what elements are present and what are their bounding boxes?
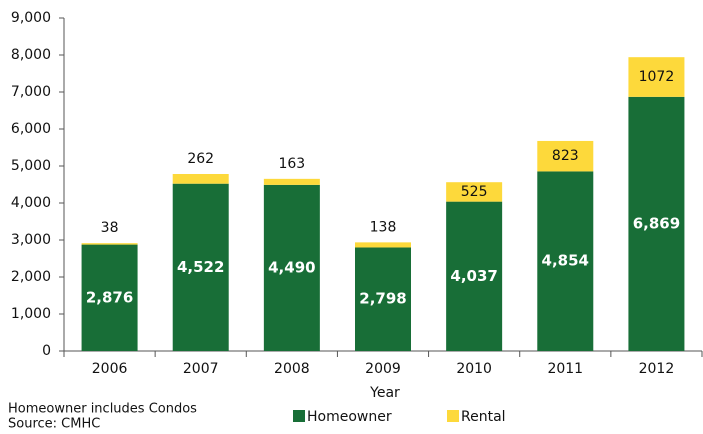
value-label: 4,037	[450, 267, 497, 285]
value-label: 38	[101, 220, 119, 236]
x-tick-label: 2007	[183, 361, 219, 377]
y-tick-label: 3,000	[11, 232, 51, 248]
bar-segment	[355, 247, 411, 351]
value-label: 4,522	[177, 258, 224, 276]
x-tick-label: 2006	[92, 361, 128, 377]
legend-swatch	[293, 410, 305, 422]
bar-segment	[446, 182, 503, 202]
value-label: 4,854	[542, 252, 589, 270]
value-label: 138	[370, 219, 397, 235]
x-tick-label: 2008	[274, 361, 310, 377]
legend-label: Homeowner	[307, 409, 392, 425]
x-axis-label: Year	[369, 385, 400, 401]
bar-segment	[628, 96, 685, 351]
value-label: 525	[461, 184, 488, 200]
x-tick-label: 2011	[547, 361, 583, 377]
bar-segment	[81, 243, 138, 245]
x-tick-label: 2010	[456, 361, 492, 377]
value-label: 823	[552, 148, 579, 164]
value-label: 1072	[639, 69, 675, 85]
value-label: 2,876	[86, 288, 133, 306]
y-tick-label: 5,000	[11, 158, 51, 174]
legend-label: Rental	[461, 409, 506, 425]
value-label: 4,490	[268, 258, 315, 276]
x-tick-label: 2012	[639, 361, 675, 377]
y-tick-label: 4,000	[11, 195, 51, 211]
note: Homeowner includes Condos	[8, 402, 197, 417]
value-label: 6,869	[633, 214, 680, 232]
bar-segment	[446, 201, 503, 351]
y-tick-label: 9,000	[11, 10, 51, 26]
bar-segment	[81, 244, 138, 351]
y-tick-label: 7,000	[11, 84, 51, 100]
value-label: 2,798	[359, 290, 406, 308]
bar-segment	[172, 183, 229, 351]
bar-segment	[355, 242, 411, 248]
y-tick-label: 1,000	[11, 306, 51, 322]
y-tick-label: 8,000	[11, 47, 51, 63]
value-label: 262	[187, 151, 214, 167]
y-tick-label: 6,000	[11, 121, 51, 137]
bar-segment	[172, 173, 229, 184]
y-tick-label: 0	[42, 343, 51, 359]
bar-segment	[263, 184, 320, 351]
y-tick-label: 2,000	[11, 269, 51, 285]
value-label: 163	[278, 156, 305, 172]
bar-segment	[537, 140, 594, 172]
bar-segment	[263, 178, 320, 185]
legend-swatch	[447, 410, 459, 422]
bar-segment	[537, 171, 594, 351]
note: Source: CMHC	[8, 417, 100, 432]
x-tick-label: 2009	[365, 361, 401, 377]
bar-segment	[628, 57, 685, 97]
